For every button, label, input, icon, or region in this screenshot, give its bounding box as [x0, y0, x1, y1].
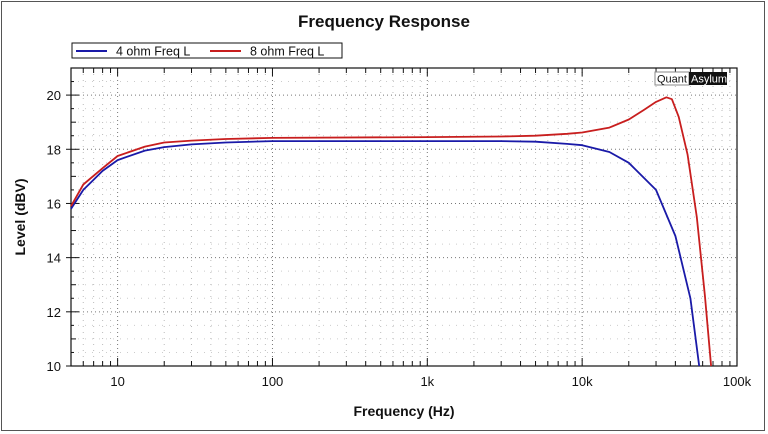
plot-area-border	[70, 67, 738, 367]
chart-title: Frequency Response	[298, 12, 470, 31]
series-line-1	[70, 140, 701, 367]
legend-box	[71, 42, 343, 59]
x-tick-label: 10k	[572, 374, 593, 389]
legend: 4 ohm Freq L 8 ohm Freq L	[71, 42, 343, 59]
series-line-2	[70, 96, 712, 367]
y-tick-label: 10	[47, 359, 61, 374]
x-axis-label: Frequency (Hz)	[353, 403, 454, 419]
svg-text:Asylum: Asylum	[691, 74, 727, 86]
y-axis-label: Level (dBV)	[12, 178, 28, 255]
y-tick-label: 18	[47, 142, 61, 157]
y-tick-label: 16	[47, 196, 61, 211]
y-tick-label: 14	[47, 251, 61, 266]
x-tick-label: 1k	[420, 374, 434, 389]
y-tick-label: 12	[47, 305, 61, 320]
legend-label: 8 ohm Freq L	[250, 45, 324, 59]
x-tick-label: 100	[262, 374, 284, 389]
legend-label: 4 ohm Freq L	[116, 45, 190, 59]
y-tick-label: 20	[47, 88, 61, 103]
x-tick-label: 100k	[723, 374, 752, 389]
x-tick-label: 10	[110, 374, 124, 389]
svg-text:Quant: Quant	[657, 74, 687, 86]
quantasylum-logo: Quant Asylum	[654, 71, 727, 86]
